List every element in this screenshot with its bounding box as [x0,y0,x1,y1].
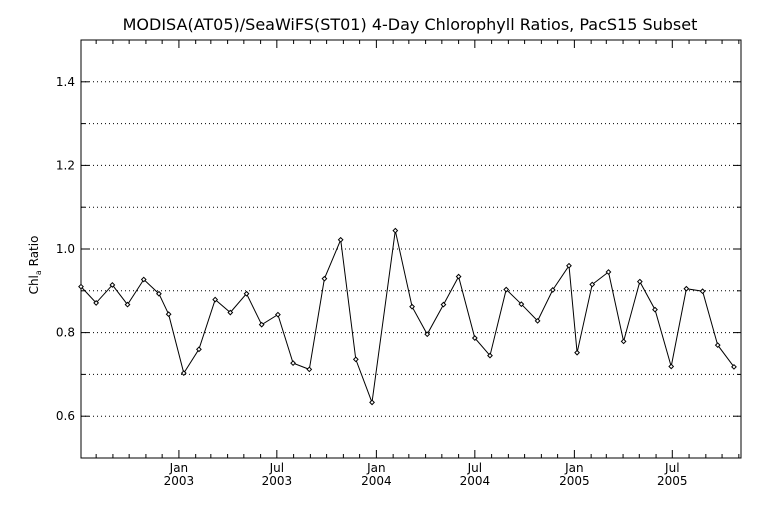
data-point-marker [140,276,147,283]
data-point-marker [306,366,313,373]
data-point-marker [589,281,596,288]
plot-frame [80,39,742,459]
x-tick-year: 2005 [657,474,688,488]
data-point-marker [258,321,265,328]
data-point-marker [636,278,643,285]
data-point-marker [620,338,627,345]
data-point-marker [165,311,172,318]
axis-ticks [81,40,741,458]
data-point-marker [574,349,580,356]
data-point-marker [424,331,431,338]
data-point-marker [337,236,344,243]
data-point-marker [652,306,658,313]
x-tick-year: 2004 [361,474,392,488]
y-tick-label: 1.4 [56,75,75,89]
x-tick-month: Jul [269,461,284,475]
data-point-marker [668,363,675,370]
data-point-marker [683,285,690,292]
data-point-marker [471,335,478,341]
data-point-marker [321,275,328,282]
x-tick-month: Jan [366,461,386,475]
data-point-marker [699,288,706,295]
data-point-marker [352,356,359,363]
y-tick-label: 0.8 [56,326,75,340]
x-tick-month: Jan [564,461,584,475]
data-point-marker [731,363,737,370]
data-point-marker [290,360,296,367]
data-point-marker [124,301,131,308]
y-tick-labels: 0.6 0.8 1.0 1.2 1.4 [56,75,75,423]
x-tick-labels: Jan2003Jul2003Jan2004Jul2004Jan2005Jul20… [164,461,688,488]
x-tick-month: Jul [664,461,679,475]
data-point-marker [155,290,162,297]
data-point-marker [409,303,415,310]
data-point-marker [212,296,219,303]
data-point-marker [369,399,375,406]
y-tick-label: 0.6 [56,409,75,423]
x-tick-year: 2003 [262,474,293,488]
data-point-marker [605,269,612,275]
data-point-marker [93,300,100,306]
data-point-marker [243,290,250,297]
data-point-marker [534,317,541,324]
series-group [78,227,737,406]
data-point-marker [78,283,84,290]
data-point-marker [109,282,116,288]
data-point-marker [549,287,556,293]
data-point-marker [455,273,462,280]
data-point-marker [180,370,187,377]
y-tick-label: 1.0 [56,242,75,256]
data-point-marker [518,301,525,308]
chart-title: MODISA(AT05)/SeaWiFS(ST01) 4-Day Chlorop… [123,15,698,34]
x-tick-month: Jul [467,461,482,475]
y-axis-label: Chla Ratio [27,236,43,295]
data-point-marker [714,342,721,349]
x-tick-month: Jan [169,461,189,475]
x-tick-year: 2004 [460,474,491,488]
x-tick-year: 2003 [164,474,195,488]
data-point-marker [440,301,447,308]
data-point-marker [275,311,281,318]
data-point-marker [566,262,572,269]
data-point-marker [487,352,493,359]
data-point-marker [227,309,234,316]
data-point-marker [196,346,202,353]
y-tick-label: 1.2 [56,158,75,172]
x-tick-year: 2005 [559,474,590,488]
data-point-marker [392,227,399,234]
data-point-marker [503,286,510,293]
